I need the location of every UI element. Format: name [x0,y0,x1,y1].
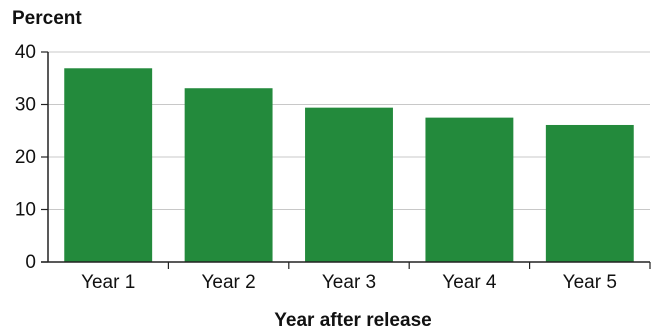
y-tick-label: 20 [15,147,36,168]
y-tick-label: 10 [15,200,36,221]
bar-year-2 [184,88,273,262]
y-axis: 0 10 20 30 40 [15,42,49,273]
y-tick-label: 30 [15,95,36,116]
y-tick-label: 40 [15,42,36,63]
x-axis-title: Year after release [274,310,431,331]
bar-year-4 [425,117,514,262]
x-axis: Year 1 Year 2 Year 3 Year 4 Year 5 [41,261,651,293]
bars [64,68,634,263]
x-tick-label: Year 1 [81,272,135,293]
x-tick-label: Year 3 [322,272,376,293]
x-tick-label: Year 4 [442,272,497,293]
y-axis-title: Percent [12,8,82,29]
y-tick-label: 0 [25,252,36,273]
bar-year-3 [305,107,393,263]
bar-year-5 [545,124,634,262]
x-tick-label: Year 5 [563,272,617,293]
x-tick-label: Year 2 [201,272,255,293]
bar-year-1 [64,68,153,263]
